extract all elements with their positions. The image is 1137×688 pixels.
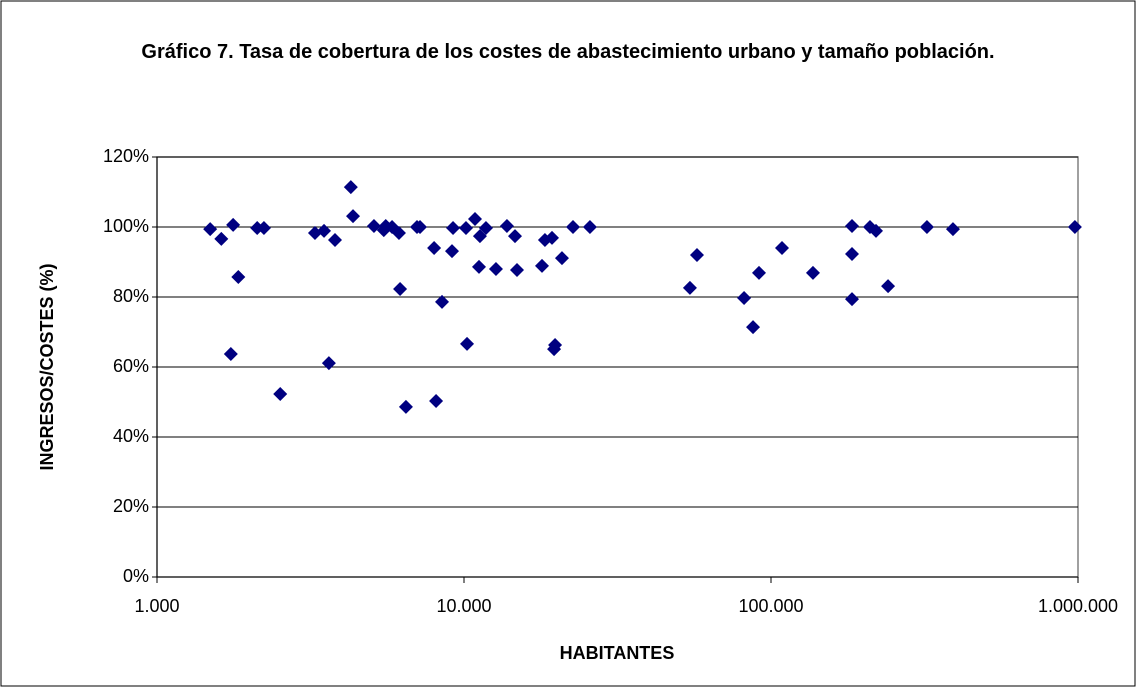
x-axis-title: HABITANTES bbox=[560, 643, 675, 663]
x-tick-label: 10.000 bbox=[436, 596, 491, 616]
point bbox=[346, 209, 361, 224]
y-tick-label: 20% bbox=[113, 496, 149, 516]
point bbox=[488, 262, 503, 276]
point bbox=[391, 225, 406, 240]
x-tick-label: 100.000 bbox=[738, 596, 803, 616]
point bbox=[534, 258, 549, 273]
point bbox=[273, 386, 288, 401]
point bbox=[327, 232, 342, 247]
y-tick-label: 80% bbox=[113, 286, 149, 306]
point bbox=[435, 294, 450, 309]
y-tick-label: 0% bbox=[123, 566, 149, 586]
point bbox=[548, 337, 563, 352]
point bbox=[582, 220, 597, 234]
point bbox=[471, 259, 486, 274]
point bbox=[203, 222, 218, 237]
point bbox=[845, 218, 860, 233]
y-tick-label: 120% bbox=[103, 146, 149, 166]
point bbox=[413, 220, 428, 234]
point bbox=[545, 230, 560, 245]
x-tick-label: 1.000 bbox=[134, 596, 179, 616]
point bbox=[1067, 220, 1082, 234]
point bbox=[509, 263, 524, 278]
y-tick-label: 60% bbox=[113, 356, 149, 376]
point bbox=[737, 291, 752, 306]
point bbox=[256, 221, 271, 236]
point bbox=[478, 221, 493, 236]
point bbox=[317, 223, 332, 238]
point bbox=[774, 241, 789, 255]
point bbox=[214, 231, 229, 246]
point bbox=[446, 221, 461, 236]
point bbox=[746, 320, 761, 335]
point bbox=[460, 336, 475, 351]
point bbox=[223, 347, 238, 362]
point bbox=[845, 292, 860, 307]
y-tick-label: 40% bbox=[113, 426, 149, 446]
point bbox=[554, 251, 569, 266]
point bbox=[427, 241, 442, 255]
point bbox=[458, 221, 473, 236]
point bbox=[805, 265, 820, 280]
point bbox=[752, 265, 767, 280]
point bbox=[919, 220, 934, 234]
point bbox=[845, 246, 860, 261]
point bbox=[508, 229, 523, 244]
point bbox=[321, 356, 336, 371]
point bbox=[398, 399, 413, 414]
y-axis-title: INGRESOS/COSTES (%) bbox=[37, 263, 57, 470]
point bbox=[393, 281, 408, 296]
point bbox=[429, 393, 444, 408]
y-tick-label: 100% bbox=[103, 216, 149, 236]
point bbox=[445, 244, 460, 259]
point bbox=[226, 217, 241, 232]
point bbox=[566, 220, 581, 234]
point bbox=[869, 223, 884, 238]
point bbox=[366, 218, 381, 233]
point bbox=[499, 218, 514, 233]
chart-title: Gráfico 7. Tasa de cobertura de los cost… bbox=[141, 41, 995, 63]
point bbox=[343, 180, 358, 195]
point bbox=[689, 248, 704, 262]
point bbox=[467, 211, 482, 226]
point bbox=[881, 279, 896, 294]
point bbox=[231, 270, 246, 285]
x-tick-label: 1.000.000 bbox=[1038, 596, 1118, 616]
point bbox=[472, 229, 487, 244]
point bbox=[682, 280, 697, 295]
point bbox=[945, 222, 960, 237]
